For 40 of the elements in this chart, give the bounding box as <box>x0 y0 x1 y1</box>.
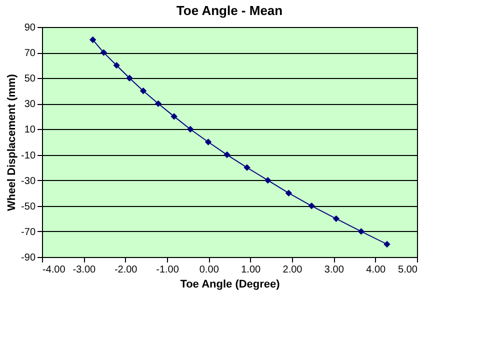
x-tick-label: -1.00 <box>156 264 180 276</box>
point <box>154 100 162 108</box>
y-axis-title: Wheel Displacement (mm) <box>6 74 18 211</box>
point <box>285 190 292 196</box>
point <box>308 202 315 210</box>
point <box>204 138 212 146</box>
x-tick-label: 4.00 <box>366 264 386 276</box>
y-tick-label: 10 <box>24 124 36 136</box>
point <box>264 176 272 184</box>
x-tick-label: -4.00 <box>42 264 66 276</box>
y-tick-label: 30 <box>24 99 36 110</box>
point <box>89 36 96 44</box>
point <box>140 88 147 94</box>
point <box>100 49 108 56</box>
point <box>358 228 365 235</box>
x-tick-label: -3.00 <box>72 264 96 276</box>
x-tick-label: 2.00 <box>282 264 303 276</box>
point <box>113 62 120 69</box>
y-tick-label: 50 <box>24 74 36 85</box>
x-tick-label: -2.00 <box>114 264 138 276</box>
y-tick-label: 90 <box>24 22 36 34</box>
y-tick-label: -70 <box>21 226 36 238</box>
point <box>170 113 178 120</box>
y-tick-label: -90 <box>21 252 36 264</box>
x-tick-label: 5.00 <box>398 264 418 276</box>
y-tick-label: -10 <box>21 150 36 162</box>
chart-title: Toe Angle - Mean <box>176 3 283 18</box>
x-axis-title: Toe Angle (Degree) <box>180 278 280 290</box>
point <box>244 164 250 171</box>
x-tick-label: 3.00 <box>324 264 344 276</box>
point <box>126 74 133 82</box>
x-tick-label: 1.00 <box>241 264 261 276</box>
y-tick-label: -30 <box>21 176 36 187</box>
point <box>186 126 194 133</box>
x-tick-label: 0.00 <box>199 264 220 276</box>
y-tick-label: -50 <box>21 201 36 212</box>
y-tick-label: 70 <box>24 48 36 60</box>
point <box>332 215 340 222</box>
point <box>224 151 230 158</box>
point <box>384 240 390 248</box>
